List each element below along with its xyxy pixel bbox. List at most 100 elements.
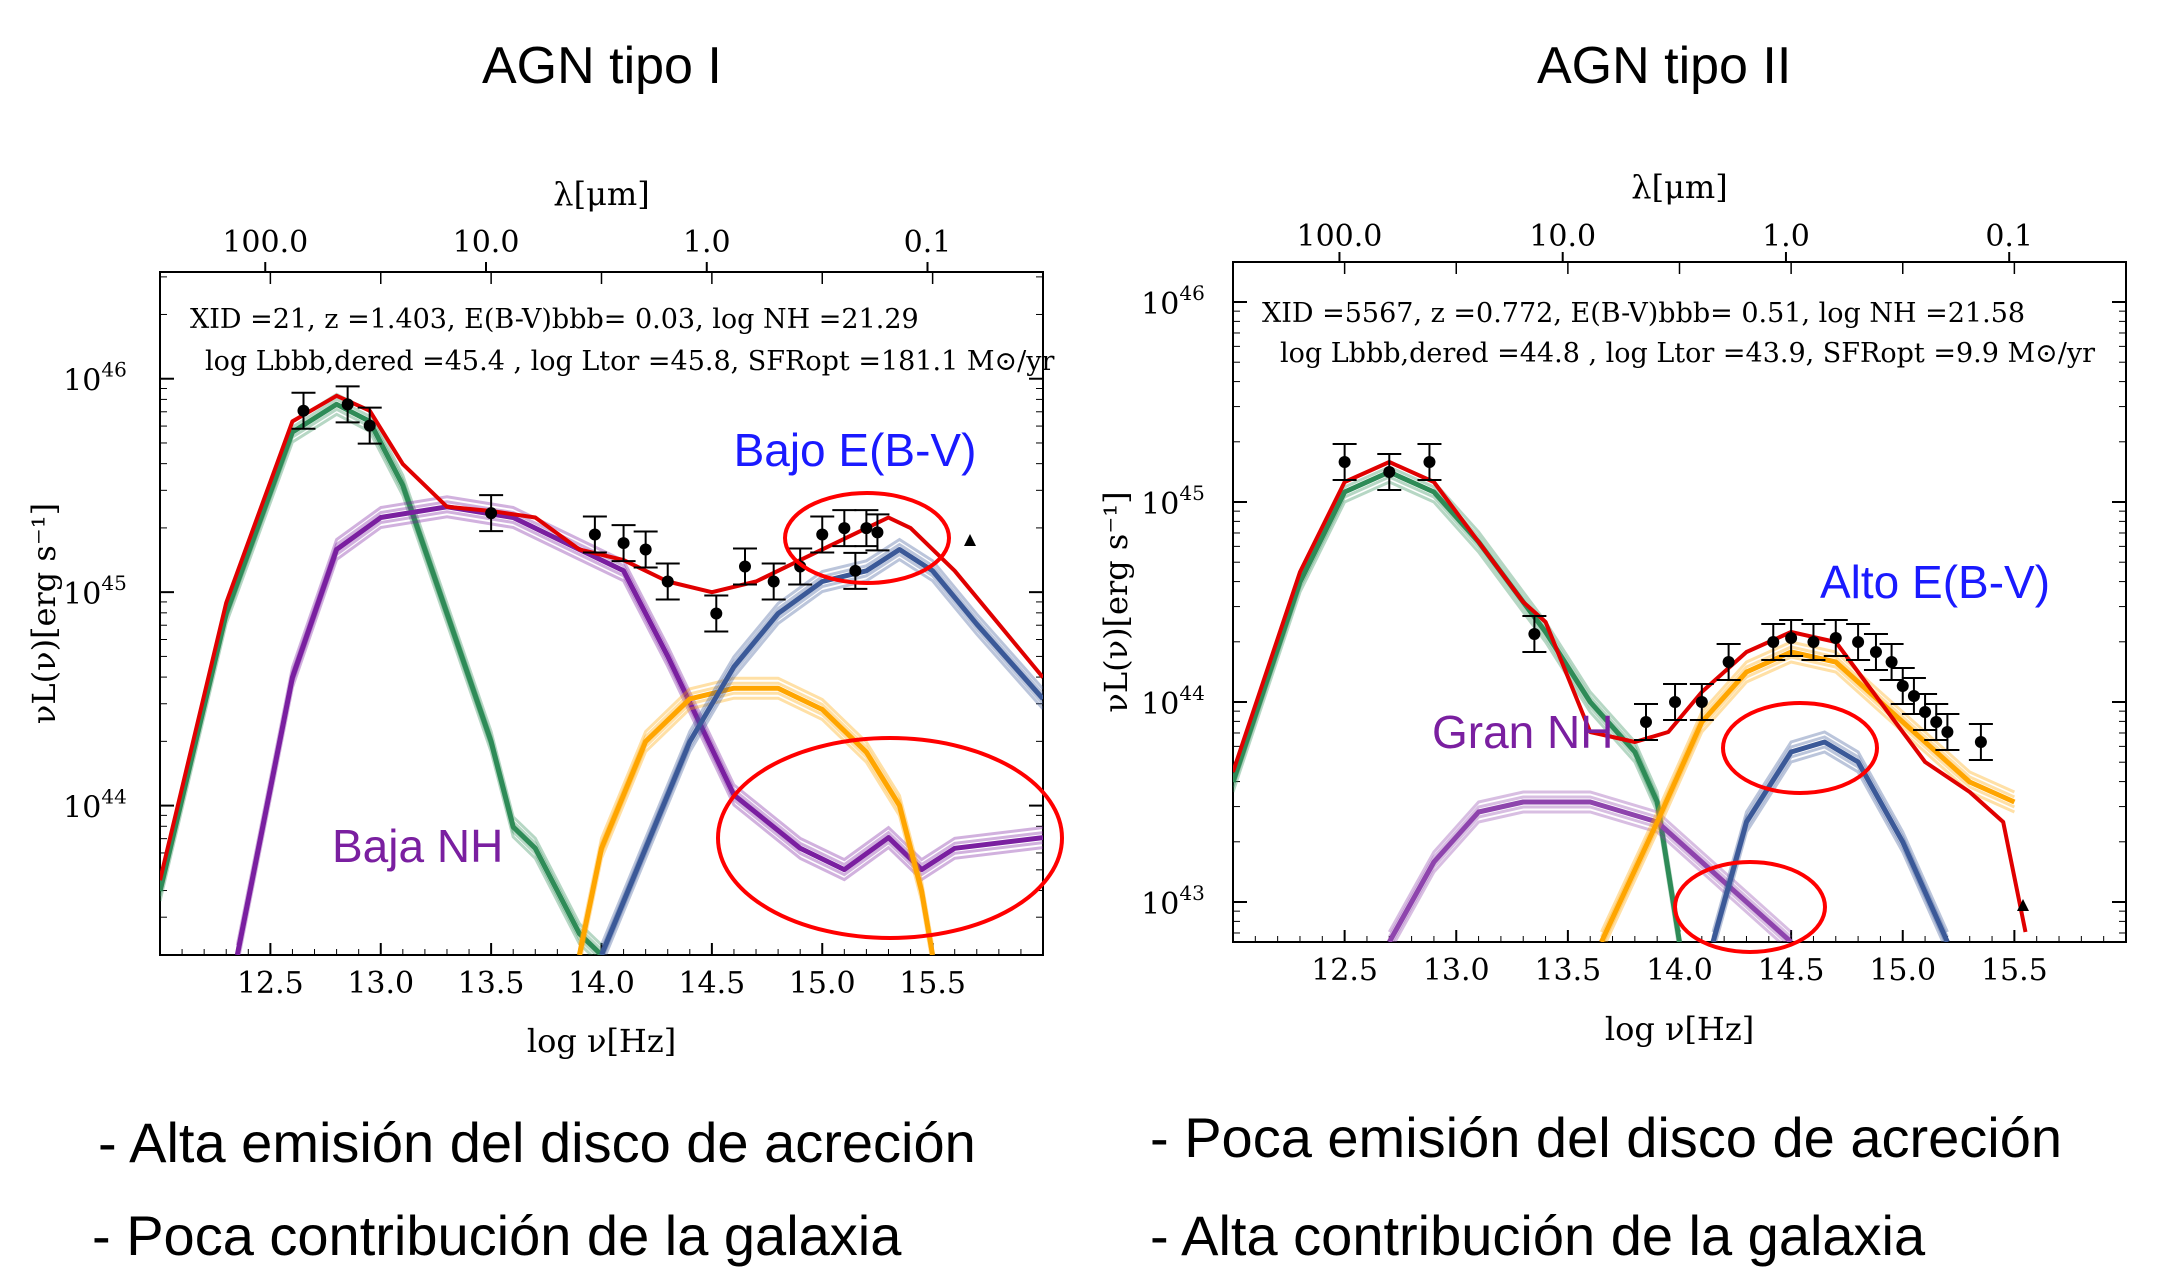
plot-frame-1	[1232, 261, 2127, 943]
data-point	[1807, 636, 1820, 648]
data-point	[1338, 456, 1351, 468]
data-point	[588, 528, 601, 541]
x-tick-label: 13.0	[1423, 953, 1490, 988]
data-point	[860, 522, 873, 535]
annotation-label: Alto E(B-V)	[1820, 556, 2050, 608]
x-tick-label: 13.5	[1534, 953, 1601, 988]
bbb-curve-ensemble	[1714, 750, 1945, 942]
y-tick-label: 1045	[63, 571, 127, 612]
x-tick-label: 15.5	[899, 966, 966, 1001]
torus-curve-ensemble	[1390, 805, 1788, 942]
data-point	[1767, 636, 1780, 648]
torus-curve-ensemble	[1393, 810, 1783, 942]
data-point	[297, 404, 310, 417]
data-point	[710, 607, 723, 620]
top-tick-label: 1.0	[1762, 219, 1810, 254]
torus-curve-ensemble	[235, 495, 1043, 946]
series-group-0	[160, 385, 1043, 955]
top-tick-label: 10.0	[453, 225, 520, 260]
info-line-2: log Lbbb,dered =44.8 , log Ltor =43.9, S…	[1280, 338, 2095, 369]
y-tick-label: 1044	[63, 785, 127, 826]
annotation-label: Bajo E(B-V)	[734, 424, 977, 476]
galaxy-curve-ensemble	[1604, 660, 2016, 942]
x-tick-label: 12.5	[237, 966, 304, 1001]
bbb-curve-ensemble	[1711, 730, 1949, 933]
data-point	[661, 575, 674, 588]
data-point	[639, 543, 652, 556]
y-tick-label: 1045	[1141, 481, 1205, 522]
series-group-1	[1233, 443, 2028, 942]
x-tick-label: 14.5	[1758, 953, 1825, 988]
info-line-1: XID =5567, z =0.772, E(B-V)bbb= 0.51, lo…	[1262, 298, 2025, 329]
highlight-ellipse	[716, 736, 1064, 940]
x-tick-label: 14.0	[1646, 953, 1713, 988]
bbb-curve	[1710, 739, 1950, 942]
annotation-label: Baja NH	[332, 820, 503, 872]
y-tick-label: 1046	[63, 358, 127, 399]
data-point	[1907, 690, 1920, 702]
starburst-curve	[160, 401, 604, 955]
data-point	[1869, 646, 1882, 658]
top-tick-label: 0.1	[904, 225, 952, 260]
data-point	[1930, 716, 1943, 728]
y-axis-label: νL(ν)[erg s⁻¹]	[1097, 491, 1135, 712]
data-point	[1669, 696, 1682, 708]
highlight-ellipse	[783, 491, 951, 585]
y-tick-label: 1046	[1141, 281, 1205, 322]
data-point	[1722, 656, 1735, 668]
torus-curve	[234, 504, 1043, 955]
info-line-1: XID =21, z =1.403, E(B-V)bbb= 0.03, log …	[190, 304, 919, 335]
data-point	[871, 526, 884, 539]
data-point	[1941, 726, 1954, 738]
highlight-ellipse	[1721, 701, 1879, 795]
top-tick-label: 100.0	[1297, 219, 1383, 254]
data-point	[1423, 456, 1436, 468]
data-point	[363, 419, 376, 432]
top-tick-label: 100.0	[222, 225, 308, 260]
data-point	[838, 522, 851, 535]
data-point	[1852, 636, 1865, 648]
starburst-curve-ensemble	[1233, 480, 1680, 942]
data-point	[485, 507, 498, 520]
y-tick-label: 1043	[1141, 881, 1205, 922]
data-point	[1919, 706, 1932, 718]
left-bullet-1: - Alta emisión del disco de acreción	[98, 1111, 976, 1174]
data-point	[816, 528, 829, 541]
x-tick-label: 15.0	[1869, 953, 1936, 988]
left-bullet-2: - Poca contribución de la galaxia	[92, 1204, 902, 1267]
data-point	[1383, 466, 1396, 478]
starburst-curve-ensemble	[160, 412, 594, 955]
x-tick-label: 15.5	[1981, 953, 2048, 988]
right-bullet-1: - Poca emisión del disco de acreción	[1150, 1106, 2063, 1169]
data-point	[738, 560, 751, 573]
data-point	[341, 398, 354, 411]
data-point	[1785, 632, 1798, 644]
annotation-label: Gran NH	[1432, 706, 1613, 758]
y-axis-label: νL(ν)[erg s⁻¹]	[25, 503, 63, 724]
data-point	[767, 575, 780, 588]
right-panel-title: AGN tipo II	[1537, 37, 1792, 95]
total-curve	[1233, 460, 2028, 933]
data-point	[1885, 656, 1898, 668]
top-axis-label: λ[μm]	[1631, 168, 1727, 206]
x-tick-label: 14.0	[568, 966, 635, 1001]
right-bullet-2: - Alta contribución de la galaxia	[1150, 1204, 1926, 1267]
x-axis-label: log ν[Hz]	[1605, 1010, 1754, 1048]
data-point	[1695, 696, 1708, 708]
info-line-2: log Lbbb,dered =45.4 , log Ltor =45.8, S…	[205, 346, 1054, 377]
bbb-curve-ensemble	[604, 557, 1043, 955]
data-point	[849, 564, 862, 577]
top-tick-label: 10.0	[1529, 219, 1596, 254]
top-tick-label: 0.1	[1985, 219, 2033, 254]
x-tick-label: 13.5	[458, 966, 525, 1001]
top-axis-label: λ[μm]	[553, 175, 649, 213]
data-point	[1640, 716, 1653, 728]
bbb-curve	[599, 547, 1043, 955]
upper-limit-marker	[2017, 899, 2029, 911]
x-tick-label: 13.0	[347, 966, 414, 1001]
data-point	[1974, 736, 1987, 748]
data-point	[1829, 632, 1842, 644]
x-tick-label: 15.0	[789, 966, 856, 1001]
data-point	[1896, 680, 1909, 692]
